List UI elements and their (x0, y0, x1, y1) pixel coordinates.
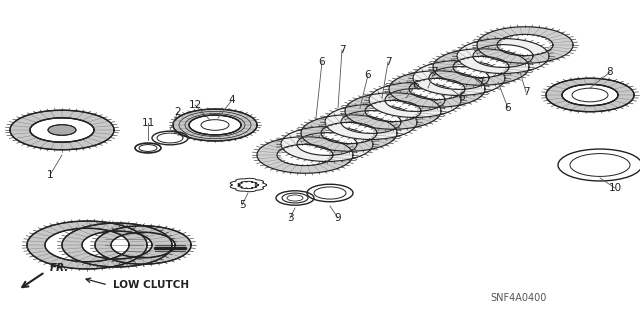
Polygon shape (389, 71, 485, 107)
Text: 6: 6 (459, 92, 465, 102)
Text: 5: 5 (239, 200, 245, 210)
Text: 11: 11 (141, 118, 155, 128)
Ellipse shape (48, 125, 76, 135)
Text: 7: 7 (339, 45, 346, 55)
Text: 6: 6 (319, 57, 325, 67)
Text: 9: 9 (335, 213, 341, 223)
Text: 6: 6 (413, 80, 419, 90)
Text: 6: 6 (365, 70, 371, 80)
Text: 3: 3 (287, 213, 293, 223)
Polygon shape (369, 83, 461, 117)
Polygon shape (95, 226, 191, 264)
Text: 2: 2 (175, 107, 181, 117)
Text: SNF4A0400: SNF4A0400 (490, 293, 547, 303)
Text: 8: 8 (607, 67, 613, 77)
Polygon shape (10, 110, 114, 150)
Polygon shape (433, 49, 529, 85)
Text: 12: 12 (188, 100, 202, 110)
Text: 6: 6 (505, 103, 511, 113)
Polygon shape (345, 93, 441, 129)
Polygon shape (62, 223, 172, 267)
Polygon shape (257, 137, 353, 173)
Polygon shape (325, 105, 417, 139)
Text: 7: 7 (431, 67, 437, 77)
Polygon shape (173, 109, 257, 141)
Polygon shape (301, 115, 397, 151)
Text: 4: 4 (228, 95, 236, 105)
Text: FR.: FR. (50, 263, 69, 273)
Polygon shape (457, 39, 549, 73)
Text: 7: 7 (385, 57, 391, 67)
Text: 10: 10 (609, 183, 621, 193)
Polygon shape (281, 127, 373, 161)
Polygon shape (27, 221, 147, 269)
Text: 7: 7 (477, 78, 483, 88)
Polygon shape (477, 27, 573, 63)
Polygon shape (546, 78, 634, 112)
Text: 1: 1 (47, 170, 53, 180)
Polygon shape (413, 61, 505, 95)
Text: LOW CLUTCH: LOW CLUTCH (113, 280, 189, 290)
Text: 7: 7 (523, 87, 529, 97)
